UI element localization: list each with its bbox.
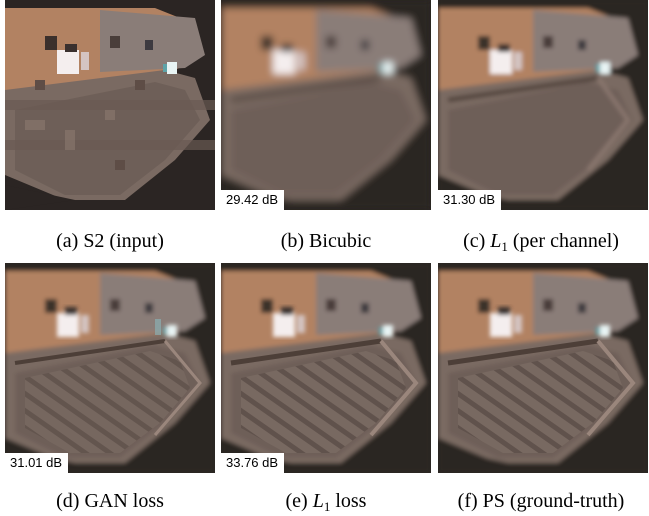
- caption-f: (f) PS (ground-truth): [457, 490, 625, 512]
- satellite-image-b: [221, 0, 431, 210]
- image-panel-d: 31.01 dB: [5, 263, 215, 473]
- image-panel-f: [438, 263, 648, 473]
- satellite-image-a: [5, 0, 215, 210]
- psnr-label-d: 31.01 dB: [5, 453, 69, 473]
- caption-d: (d) GAN loss: [56, 490, 164, 512]
- image-panel-b: 29.42 dB: [221, 0, 431, 210]
- satellite-image-c: [438, 0, 648, 210]
- psnr-label-c: 31.30 dB: [438, 190, 502, 210]
- psnr-label-e: 33.76 dB: [221, 453, 285, 473]
- satellite-image-d: [5, 263, 215, 473]
- image-panel-c: 31.30 dB: [438, 0, 648, 210]
- psnr-label-b: 29.42 dB: [221, 190, 285, 210]
- caption-a: (a) S2 (input): [56, 230, 164, 252]
- caption-e: (e) L1 loss: [285, 490, 367, 514]
- caption-c: (c) L1 (per channel): [463, 230, 619, 254]
- satellite-image-e: [221, 263, 431, 473]
- satellite-image-f: [438, 263, 648, 473]
- image-panel-e: 33.76 dB: [221, 263, 431, 473]
- image-panel-a: [5, 0, 215, 210]
- caption-b: (b) Bicubic: [280, 230, 372, 252]
